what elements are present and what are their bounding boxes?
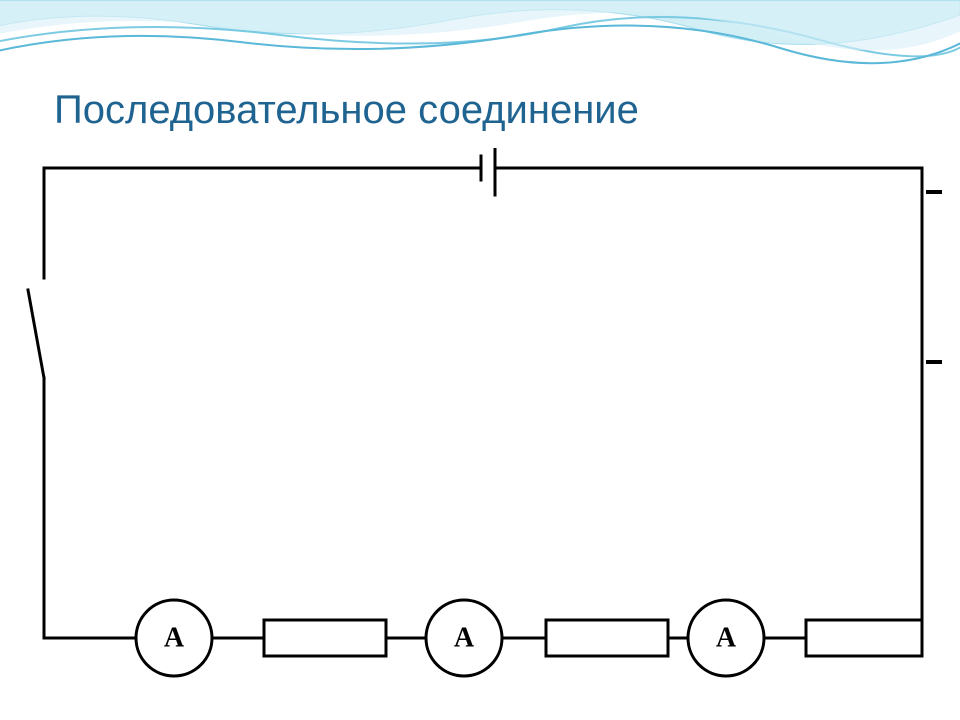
- resistor-3: [806, 620, 922, 656]
- wave-decoration: [0, 0, 960, 80]
- page-title: Последовательное соединение: [54, 88, 639, 133]
- ammeter-2-label: A: [454, 623, 475, 654]
- ammeter-1-label: A: [164, 623, 185, 654]
- side-tick-1: [926, 190, 942, 194]
- side-tick-2: [926, 360, 942, 364]
- ammeter-3-label: A: [716, 623, 737, 654]
- wave-fill: [0, 0, 960, 50]
- circuit-diagram: AAA: [26, 148, 944, 678]
- resistor-1: [264, 620, 386, 656]
- resistor-2: [546, 620, 668, 656]
